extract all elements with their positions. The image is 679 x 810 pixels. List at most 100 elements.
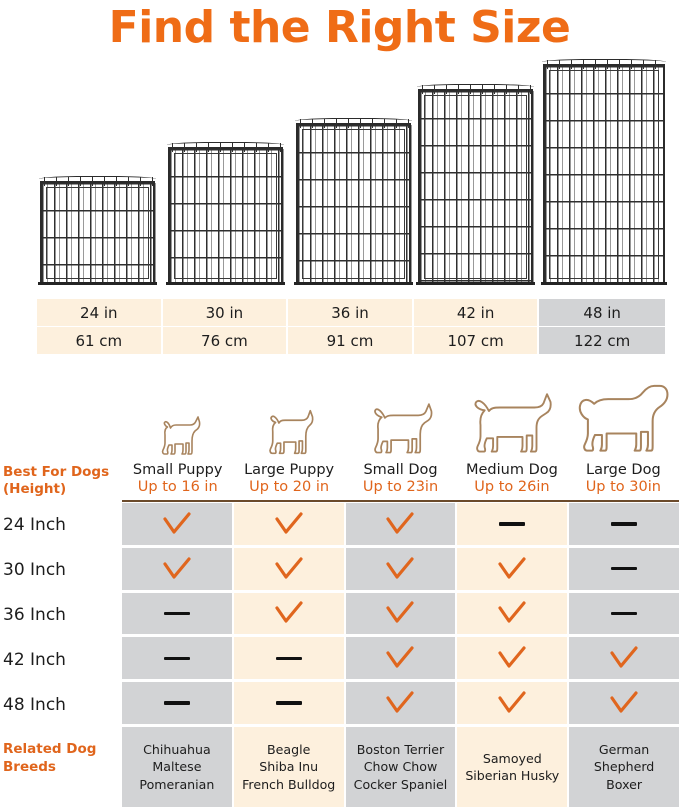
dog-height: Up to 23in bbox=[362, 479, 439, 495]
matrix-cell bbox=[457, 503, 570, 548]
table-row: 30 Inch bbox=[0, 547, 679, 593]
crate-door bbox=[46, 187, 149, 279]
breed-cell: Beagle Shiba Inu French Bulldog bbox=[233, 727, 346, 807]
table-row: 36 Inch bbox=[0, 592, 679, 638]
dash-icon bbox=[275, 656, 302, 661]
matrix-cell bbox=[345, 637, 458, 683]
breed-name: Boxer bbox=[606, 776, 643, 792]
matrix-row-cells bbox=[122, 682, 679, 727]
dog-size-header-row: Best For Dogs (Height) Small Puppy Up to… bbox=[0, 368, 679, 501]
size-inches-cell: 30 in bbox=[162, 299, 289, 327]
dog-column-large-puppy: Large Puppy Up to 20 in bbox=[233, 368, 344, 501]
related-breeds-line2: Breeds bbox=[3, 758, 56, 775]
dog-height: Up to 16 in bbox=[137, 479, 218, 495]
dog-column-medium-dog: Medium Dog Up to 26in bbox=[456, 368, 567, 501]
breed-cell: Chihuahua Maltese Pomeranian bbox=[122, 727, 234, 807]
matrix-row-label: 42 Inch bbox=[3, 649, 66, 670]
crate-top-loops bbox=[420, 85, 531, 94]
check-icon bbox=[385, 600, 415, 626]
breed-cell: German Shepherd Boxer bbox=[569, 727, 679, 807]
crate-48in bbox=[541, 59, 668, 285]
matrix-cell bbox=[457, 592, 570, 638]
breed-name: Samoyed bbox=[482, 750, 542, 766]
check-icon bbox=[497, 690, 527, 716]
table-row: 48 Inch bbox=[0, 682, 679, 727]
dash-icon bbox=[499, 522, 526, 526]
dash-icon bbox=[163, 701, 190, 705]
check-icon bbox=[274, 511, 304, 537]
crate-bottom-rail bbox=[541, 279, 667, 285]
matrix-cell bbox=[233, 637, 346, 683]
dog-height: Up to 30in bbox=[585, 479, 661, 495]
related-dog-breeds-label: Related Dog Breeds bbox=[0, 727, 122, 807]
matrix-cell bbox=[569, 503, 679, 548]
dog-height: Up to 20 in bbox=[249, 479, 330, 495]
matrix-cell bbox=[233, 682, 346, 727]
dog-columns: Small Puppy Up to 16 in Large Puppy Up t… bbox=[122, 368, 679, 501]
dog-name: Small Puppy bbox=[132, 462, 223, 478]
size-inches-cell: 48 in bbox=[539, 299, 665, 327]
breed-name: Maltese bbox=[152, 759, 202, 775]
crate-door bbox=[424, 95, 527, 279]
size-inches-cell: 36 in bbox=[288, 299, 414, 327]
matrix-row-cells bbox=[122, 503, 679, 548]
crate-top-loops bbox=[545, 60, 663, 69]
crate-illustrations bbox=[0, 55, 679, 285]
size-column-3: 42 in 107 cm bbox=[413, 299, 540, 355]
matrix-cell bbox=[122, 637, 234, 683]
breed-name: Beagle bbox=[267, 741, 311, 757]
breed-cells: Chihuahua Maltese Pomeranian Beagle Shib… bbox=[122, 727, 679, 807]
check-icon bbox=[497, 556, 527, 582]
check-icon bbox=[385, 645, 415, 671]
crate-door bbox=[549, 70, 659, 279]
dog-height: Up to 26in bbox=[474, 479, 550, 495]
check-icon bbox=[385, 690, 415, 716]
crate-top-rail bbox=[295, 118, 412, 121]
table-row: 24 Inch bbox=[0, 503, 679, 548]
best-for-dogs-line2: (Height) bbox=[3, 480, 67, 497]
best-for-dogs-label: Best For Dogs (Height) bbox=[3, 464, 121, 498]
crate-top-rail bbox=[39, 176, 156, 179]
crate-door bbox=[174, 153, 277, 279]
crate-top-rail bbox=[542, 59, 666, 62]
matrix-cell bbox=[345, 592, 458, 638]
crate-horizontal-bars bbox=[298, 125, 409, 283]
matrix-cell bbox=[457, 637, 570, 683]
size-cm-cell: 107 cm bbox=[413, 327, 540, 355]
check-icon bbox=[162, 511, 192, 537]
crate-top-rail bbox=[417, 84, 534, 87]
check-icon bbox=[609, 690, 639, 716]
size-inches-cell: 24 in bbox=[37, 299, 163, 327]
crate-bottom-rail bbox=[166, 279, 285, 285]
breed-cell: Samoyed Siberian Husky bbox=[457, 727, 570, 807]
size-cm-cell: 76 cm bbox=[162, 327, 289, 355]
medium-dog-icon bbox=[465, 382, 559, 460]
size-column-0: 24 in 61 cm bbox=[37, 299, 163, 355]
matrix-cell bbox=[569, 547, 679, 593]
matrix-cell bbox=[122, 592, 234, 638]
size-cm-cell: 61 cm bbox=[37, 327, 163, 355]
matrix-row-cells bbox=[122, 547, 679, 593]
dog-column-large-dog: Large Dog Up to 30in bbox=[568, 368, 679, 501]
check-icon bbox=[609, 645, 639, 671]
related-breeds-line1: Related Dog bbox=[3, 741, 97, 757]
breed-name: German bbox=[598, 741, 650, 757]
crate-bottom-rail bbox=[38, 279, 157, 285]
dog-name: Medium Dog bbox=[466, 462, 558, 478]
crate-bottom-rail bbox=[294, 279, 413, 285]
breed-name: Shiba Inu bbox=[259, 759, 319, 775]
crate-top-loops bbox=[170, 143, 281, 152]
dash-icon bbox=[163, 656, 190, 661]
matrix-cell bbox=[345, 547, 458, 593]
dash-icon bbox=[611, 566, 638, 571]
matrix-cell bbox=[569, 682, 679, 727]
size-column-2: 36 in 91 cm bbox=[288, 299, 414, 355]
breed-name: Chihuahua bbox=[143, 741, 211, 757]
large-puppy-icon bbox=[256, 382, 322, 460]
size-column-1: 30 in 76 cm bbox=[162, 299, 289, 355]
breed-name: Shepherd bbox=[593, 759, 655, 775]
best-for-dogs-line1: Best For Dogs bbox=[3, 464, 110, 480]
check-icon bbox=[497, 645, 527, 671]
breed-name: Siberian Husky bbox=[465, 768, 560, 783]
